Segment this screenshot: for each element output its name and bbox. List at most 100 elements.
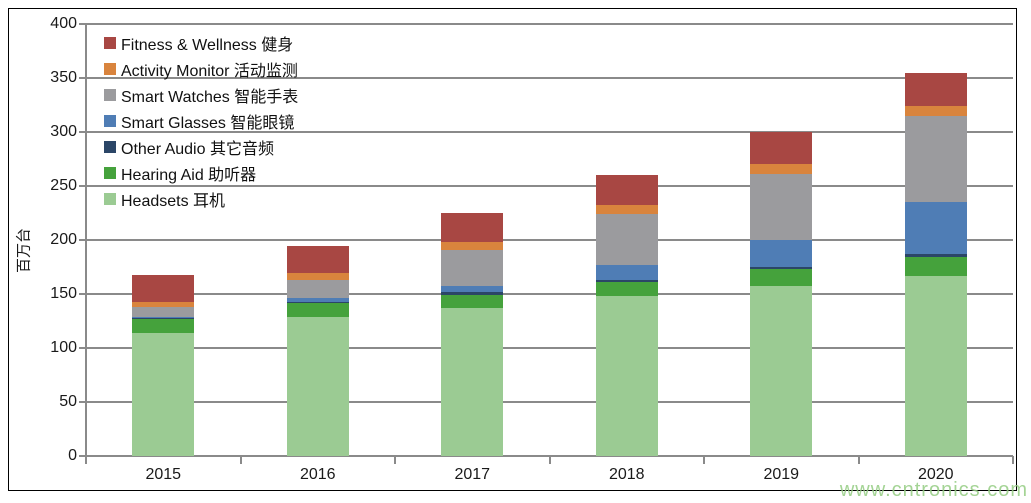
legend-swatch [104,167,116,179]
bar-segment-2016-hearing-aid [286,302,349,317]
bar-segment-2015-headsets [132,332,195,456]
bar-segment-2015-smart-watches [132,306,195,317]
bar-segment-2015-fitness-wellness [132,274,195,302]
y-axis-tick-label: 50 [59,393,77,410]
legend-label: Hearing Aid 助听器 [121,167,257,184]
x-axis-tick [394,456,396,464]
bar-segment-2019-activity-monitor [750,164,813,175]
bar-segment-2017-smart-glasses [441,286,504,292]
legend-item-hearing-aid: Hearing Aid 助听器 [104,160,298,186]
bar-segment-2019-smart-watches [750,174,813,240]
y-axis-line [85,24,87,458]
watermark-text: www.cntronics.com [839,479,1028,501]
bar-segment-2017-hearing-aid [441,295,504,309]
bar-segment-2017-headsets [441,308,504,456]
x-axis-label-2019: 2019 [763,466,800,483]
bar-segment-2017-activity-monitor [441,242,504,250]
bar-segment-2020-hearing-aid [904,257,967,276]
bar-segment-2018-hearing-aid [595,282,658,297]
legend-label: Activity Monitor 活动监测 [121,63,298,80]
y-axis-tick-label: 400 [50,15,77,32]
bar-segment-2016-activity-monitor [286,273,349,280]
x-axis-tick [857,456,860,464]
gridline-y-350 [79,77,1013,79]
bar-segment-2018-activity-monitor [595,205,658,215]
x-axis-tick [703,456,705,464]
bar-segment-2016-headsets [286,316,349,456]
y-axis-tick-label: 300 [50,123,77,140]
legend-swatch [104,141,116,153]
bar-segment-2016-smart-glasses [286,298,349,302]
bar-segment-2016-other-audio [286,301,349,303]
legend-label: Smart Watches 智能手表 [121,89,299,106]
legend-item-other-audio: Other Audio 其它音频 [104,134,298,160]
legend-label: Headsets 耳机 [121,193,226,210]
bar-segment-2019-smart-glasses [750,240,813,267]
y-axis-title: 百万台 [15,228,33,274]
bar-segment-2018-headsets [595,296,658,456]
bar-segment-2019-other-audio [750,267,813,270]
legend-item-headsets: Headsets 耳机 [104,186,298,212]
bar-segment-2018-smart-watches [595,214,658,265]
bar-segment-2020-other-audio [904,254,967,258]
gridline-y-300 [79,131,1013,133]
gridline-y-0 [79,455,1013,457]
x-axis-label-2018: 2018 [608,466,645,483]
x-axis-label-2020: 2020 [917,466,954,483]
legend-swatch [104,37,116,49]
gridline-y-200 [79,239,1013,241]
legend-swatch [104,115,116,127]
y-axis-tick-label: 100 [50,339,77,356]
bar-segment-2017-fitness-wellness [441,213,504,243]
bar-segment-2017-smart-watches [441,249,504,287]
legend-item-smart-watches: Smart Watches 智能手表 [104,82,298,108]
y-axis-tick-label: 150 [50,285,77,302]
x-axis-label-2016: 2016 [299,466,336,483]
legend-label: Smart Glasses 智能眼镜 [121,115,295,132]
y-axis-tick-label: 250 [50,177,77,194]
legend-item-fitness-wellness: Fitness & Wellness 健身 [104,30,298,56]
legend-item-activity-monitor: Activity Monitor 活动监测 [104,56,298,82]
x-axis-tick [85,456,87,464]
bar-segment-2018-fitness-wellness [595,175,658,206]
bar-segment-2015-activity-monitor [132,301,195,307]
bar-segment-2016-fitness-wellness [286,246,349,274]
gridline-y-400 [79,23,1013,25]
legend-swatch [104,89,116,101]
x-axis-tick [239,456,242,464]
bar-segment-2020-smart-watches [904,115,967,203]
gridline-y-150 [79,293,1013,295]
legend-label: Other Audio 其它音频 [121,141,274,158]
y-axis-tick-label: 350 [50,69,77,86]
bar-segment-2019-hearing-aid [750,269,813,287]
gridline-y-100 [79,347,1013,349]
y-axis-tick-label: 0 [68,447,77,464]
bar-segment-2020-activity-monitor [904,106,967,116]
bar-segment-2019-headsets [750,286,813,456]
legend-label: Fitness & Wellness 健身 [121,37,294,54]
legend-item-smart-glasses: Smart Glasses 智能眼镜 [104,108,298,134]
bar-segment-2017-other-audio [441,291,504,296]
bar-segment-2019-fitness-wellness [750,132,813,165]
y-axis-tick-label: 200 [50,231,77,248]
bar-segment-2020-smart-glasses [904,202,967,255]
x-axis-label-2015: 2015 [145,466,182,483]
bar-segment-2015-smart-glasses [132,316,195,318]
bar-segment-2020-headsets [904,275,967,456]
bar-segment-2015-hearing-aid [132,318,195,333]
legend-swatch [104,193,116,205]
bar-segment-2020-fitness-wellness [904,72,967,107]
bar-segment-2018-smart-glasses [595,264,658,280]
x-axis-label-2017: 2017 [454,466,491,483]
gridline-y-250 [79,185,1013,187]
gridline-y-50 [79,401,1013,403]
bar-segment-2016-smart-watches [286,279,349,299]
x-axis-tick [548,456,551,464]
bar-segment-2018-other-audio [595,279,658,283]
x-axis-tick [1012,456,1014,464]
legend-swatch [104,63,116,75]
bar-segment-2015-other-audio [132,317,195,319]
chart-legend: Fitness & Wellness 健身 Activity Monitor 活动… [104,30,298,212]
